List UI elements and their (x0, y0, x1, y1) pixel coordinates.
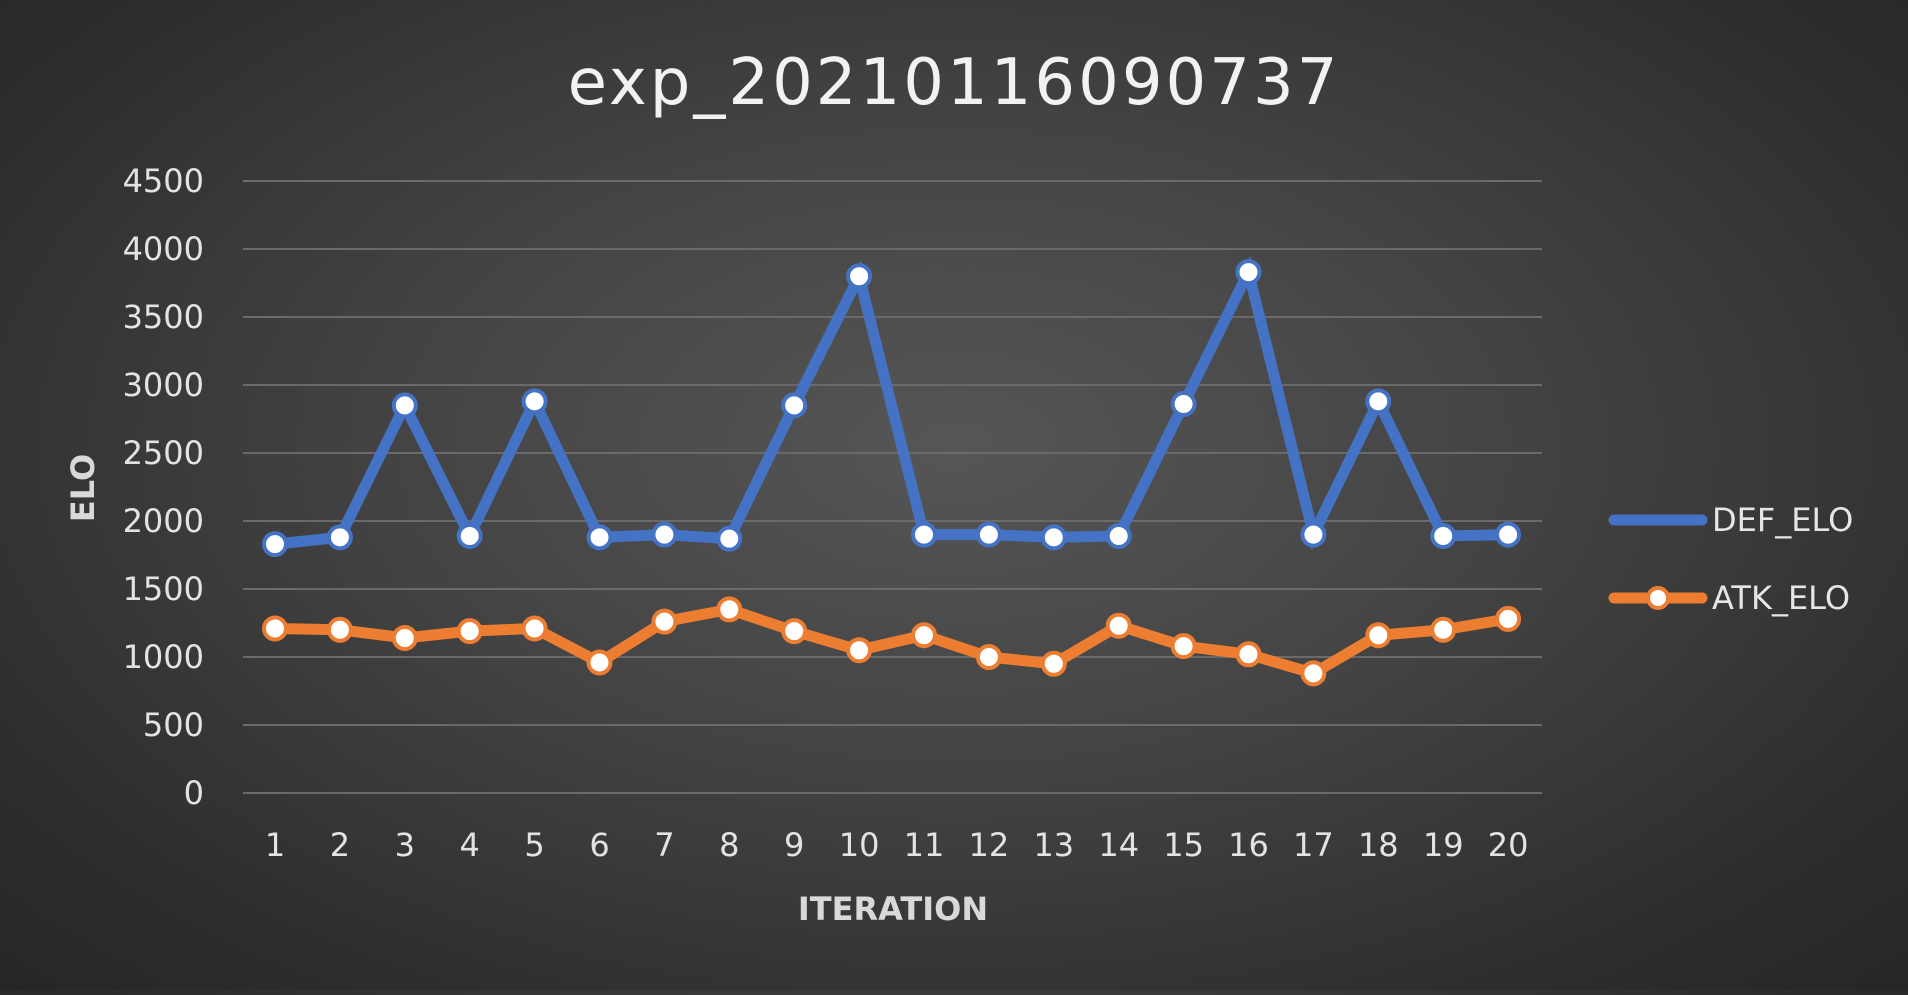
x-tick-label: 18 (1358, 826, 1399, 864)
data-point (975, 521, 1002, 548)
data-point (1235, 259, 1262, 286)
y-axis-ticks: 0 500 1000 1500 2000 2500 3000 3500 4000 4500 (123, 162, 204, 812)
y-tick-label: 2000 (123, 502, 204, 540)
x-tick-label: 15 (1163, 826, 1204, 864)
data-point (1300, 660, 1327, 687)
x-tick-label: 10 (839, 826, 880, 864)
data-point (586, 649, 613, 676)
x-tick-label: 20 (1488, 826, 1529, 864)
legend-marker (1646, 586, 1670, 610)
series-line (269, 603, 1514, 680)
x-tick-label: 8 (719, 826, 739, 864)
y-tick-label: 0 (184, 774, 204, 812)
data-point (1495, 605, 1522, 632)
data-point (716, 596, 743, 623)
legend-item: ATK_ELO (1608, 579, 1850, 617)
data-point (651, 608, 678, 635)
data-point (391, 624, 418, 651)
x-tick-label: 12 (969, 826, 1010, 864)
x-tick-label: 2 (330, 826, 350, 864)
y-tick-label: 1000 (123, 638, 204, 676)
y-tick-label: 500 (143, 706, 204, 744)
data-point (521, 615, 548, 642)
y-tick-label: 3500 (123, 298, 204, 336)
data-point (975, 644, 1002, 670)
x-tick-label: 1 (265, 826, 285, 864)
x-tick-label: 5 (524, 826, 544, 864)
x-tick-label: 9 (784, 826, 804, 864)
x-tick-label: 14 (1098, 826, 1139, 864)
data-point (1105, 612, 1132, 639)
data-point (846, 637, 873, 664)
series-atk-elo (262, 596, 1522, 687)
data-point (326, 524, 353, 551)
x-axis-title: ITERATION (798, 890, 988, 928)
x-tick-label: 4 (460, 826, 480, 864)
legend: DEF_ELO ATK_ELO (1608, 501, 1853, 617)
data-point (1300, 521, 1327, 548)
data-point (586, 524, 613, 551)
data-point (1170, 391, 1197, 418)
data-point (456, 618, 483, 645)
data-point (1430, 616, 1457, 643)
data-point (262, 531, 288, 558)
data-point (326, 616, 353, 643)
data-point (781, 392, 808, 419)
data-point (456, 522, 483, 549)
data-point (651, 521, 678, 548)
series-def-elo (262, 256, 1522, 558)
y-tick-label: 1500 (123, 570, 204, 608)
legend-label: ATK_ELO (1712, 579, 1850, 617)
data-point (1105, 522, 1132, 549)
data-point (262, 615, 288, 642)
x-tick-label: 11 (904, 826, 945, 864)
y-tick-label: 4000 (123, 230, 204, 268)
data-point (1170, 633, 1197, 660)
data-point (1430, 522, 1457, 549)
gridlines (243, 180, 1542, 794)
legend-item: DEF_ELO (1608, 501, 1853, 539)
data-point (781, 618, 808, 645)
y-axis-title: ELO (64, 454, 102, 522)
series-line (269, 256, 1514, 551)
data-point (716, 525, 743, 552)
data-point (391, 392, 418, 419)
data-point (1365, 622, 1392, 649)
series-layer (262, 256, 1522, 687)
x-tick-label: 3 (395, 826, 415, 864)
data-point (1235, 641, 1262, 668)
data-point (521, 388, 548, 415)
x-axis-ticks: 1 2 3 4 5 6 7 8 9 10 11 12 13 14 15 16 17 18 19 20 (265, 826, 1529, 864)
data-point (1365, 388, 1392, 415)
chart-title: exp_20210116090737 (568, 46, 1341, 120)
x-tick-label: 7 (654, 826, 674, 864)
y-tick-label: 2500 (123, 434, 204, 472)
x-tick-label: 6 (589, 826, 609, 864)
data-point (1495, 521, 1522, 548)
x-tick-label: 13 (1033, 826, 1074, 864)
data-point (846, 263, 873, 290)
x-tick-label: 17 (1293, 826, 1334, 864)
data-point (1040, 524, 1067, 551)
data-point (911, 521, 937, 548)
x-tick-label: 16 (1228, 826, 1269, 864)
data-point (1040, 650, 1067, 677)
legend-label: DEF_ELO (1712, 501, 1853, 539)
y-tick-label: 3000 (123, 366, 204, 404)
data-point (911, 622, 937, 649)
x-tick-label: 19 (1423, 826, 1464, 864)
y-tick-label: 4500 (123, 162, 204, 200)
